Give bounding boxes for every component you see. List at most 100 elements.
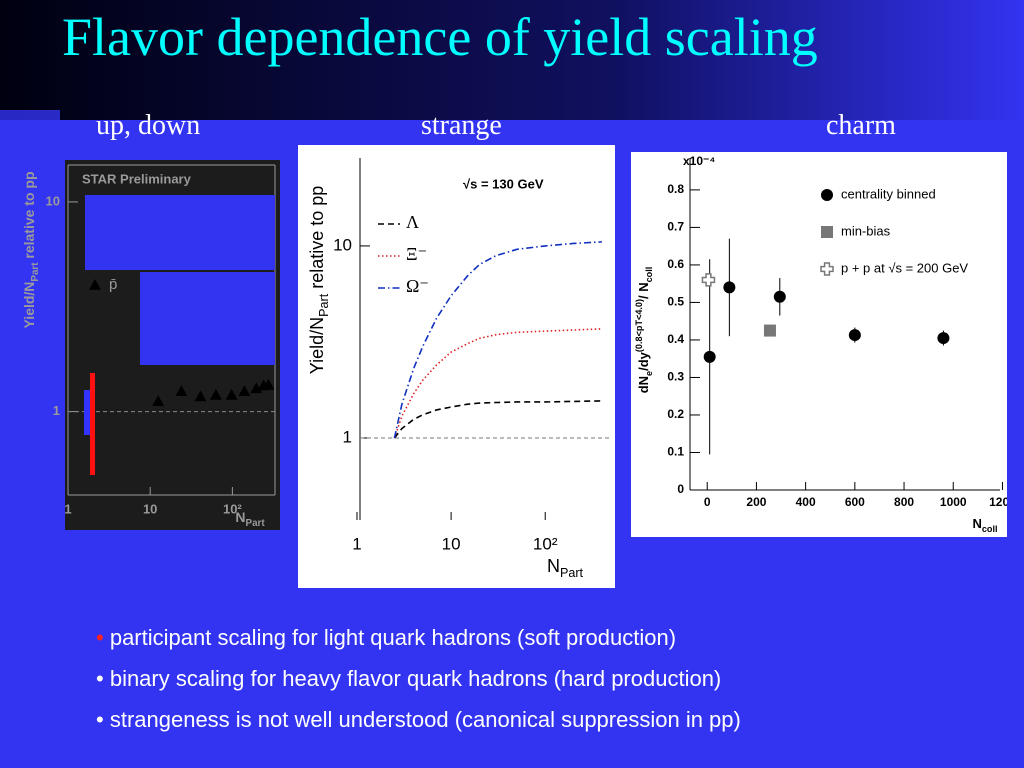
legend-label: p̄ [109,276,117,293]
legend-label: p + p at √s = 200 GeV [841,260,968,275]
marker [848,329,861,342]
line [393,241,602,439]
x-tick-label: 600 [845,495,865,509]
axis-label: Ncoll [972,516,997,534]
marker [194,390,207,402]
marker [703,350,716,363]
x-tick-label: 800 [894,495,914,509]
axis-label-part: relative to pp [21,171,37,262]
axis-label: Yield/NPart relative to pp [21,171,41,328]
axis-label: dNe/dy(0.8<pT<4.0)/ Ncoll [634,267,654,394]
axis-label-part: (0.8<p [634,325,644,352]
marker [821,189,833,201]
axis-label-part: /dy [636,351,651,371]
x-tick-label: 400 [796,495,816,509]
overlay [140,272,275,365]
legend-label: Ω⁻ [406,276,429,296]
column-label: charm [826,110,896,141]
legend-label: Λ [406,212,419,232]
axis-label-part: relative to pp [307,186,327,294]
chart: 0 200 400 600 800 1000 1200 0 0.1 0.2 0.3 0.4 0.5 0.6… [631,152,1016,537]
marker [773,290,786,303]
legend-label: min-bias [841,223,891,238]
y-tick-label: 0.7 [667,220,684,234]
axis-label: NPart [235,509,265,529]
marker [250,382,263,394]
axis-label-part: / N [636,282,651,299]
axis-label-part: N [547,556,560,576]
axis-label-part: <4.0) [634,299,644,320]
marker [238,385,251,397]
legend-label: Ξ⁻ [406,244,427,264]
legend-label: centrality binned [841,186,936,201]
marker [937,332,950,345]
y-tick-label: 0 [677,482,684,496]
marker [225,388,238,400]
x-tick-label: 1000 [940,495,967,509]
marker [209,388,222,400]
x-tick-label: 10 [442,534,461,553]
axis-label-part: Yield/N [21,282,37,329]
x-tick-label: 1200 [989,495,1016,509]
bullet: binary scaling for heavy flavor quark ha… [96,661,741,702]
axis-label-part: dN [636,376,651,393]
y-tick-label: 0.6 [667,257,684,271]
chart-background [631,152,1007,537]
y-tick-label: 10 [333,235,352,254]
y-tick-label: 0.5 [667,295,684,309]
marker [701,273,716,287]
y-tick-label: 1 [53,403,60,418]
norm-band [84,390,90,435]
axis-label-part: coll [982,524,998,534]
line [393,400,602,439]
x-tick-label: 200 [746,495,766,509]
axis-label: Yield/NPart relative to pp [307,186,332,375]
marker [820,262,834,276]
multiplier: x10⁻⁴ [683,154,715,168]
axis-label-part: e [644,371,654,376]
marker [262,378,275,390]
chart-background [298,145,615,588]
x-tick-label: 1 [64,501,71,516]
axis-label-part: N [972,516,981,531]
y-tick-label: 0.3 [667,370,684,384]
y-tick-label: 1 [343,427,352,446]
annotation: √s = 130 GeV [463,176,544,191]
marker [723,281,736,294]
axis-label-part: T [634,320,644,326]
y-tick-label: 0.8 [667,182,684,196]
bullets: participant scaling for light quark hadr… [96,620,741,743]
header-shade [0,0,1024,120]
x-tick-label: 10² [533,534,558,553]
slide-title: Flavor dependence of yield scaling [62,7,818,67]
x-tick-label: 10² [223,501,242,516]
column-label: up, down [96,110,201,141]
marker [152,395,165,407]
axis-label: NPart [547,556,584,581]
norm-band [90,373,95,475]
x-tick-label: 10 [143,501,157,516]
column-label: strange [421,110,502,141]
marker [175,385,188,397]
bullet: strangeness is not well understood (cano… [96,702,741,743]
chart-title: STAR Preliminary [82,171,192,186]
y-tick-label: 10 [46,193,60,208]
x-tick-label: 1 [352,534,361,553]
y-tick-label: 0.1 [667,445,684,459]
x-tick-label: 0 [704,495,711,509]
bullet: participant scaling for light quark hadr… [96,620,741,661]
overlay [85,195,275,270]
marker [763,324,776,337]
marker [89,279,101,290]
line [393,328,602,439]
axis-label-part: Part [246,518,266,529]
axis-label-part: N [235,509,245,525]
axis-label-part: Part [560,566,584,580]
y-tick-label: 0.2 [667,407,684,421]
axis-label-part: Part [30,262,41,282]
y-tick-label: 0.4 [667,332,684,346]
